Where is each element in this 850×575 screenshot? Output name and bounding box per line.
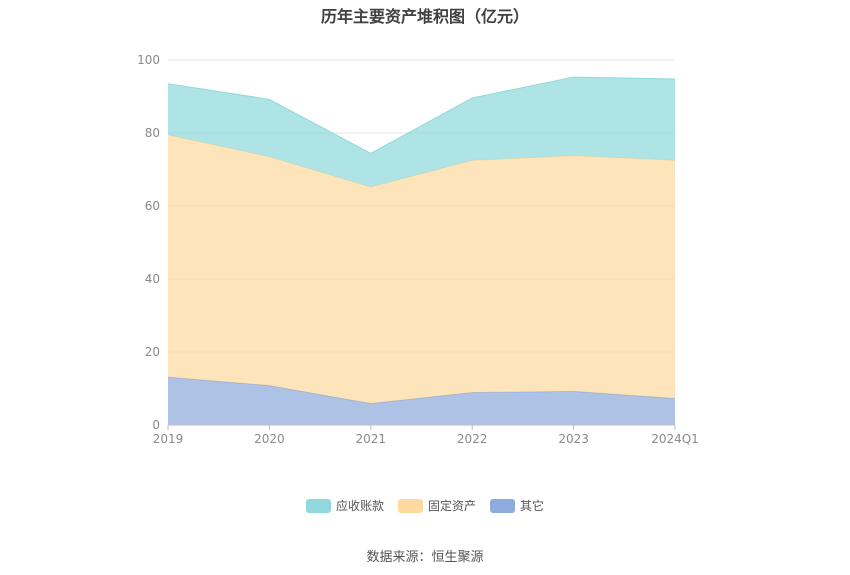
x-tick-label: 2022 xyxy=(457,432,488,446)
area-series-1 xyxy=(168,134,675,404)
area-series-0 xyxy=(168,377,675,425)
y-tick-label: 80 xyxy=(145,126,160,140)
legend: 应收账款 固定资产 其它 xyxy=(0,497,850,514)
x-tick-label: 2020 xyxy=(254,432,285,446)
y-tick-label: 20 xyxy=(145,345,160,359)
y-tick-label: 60 xyxy=(145,199,160,213)
y-tick-label: 40 xyxy=(145,272,160,286)
legend-label-other: 其它 xyxy=(520,499,545,513)
legend-swatch-receivables xyxy=(305,498,331,513)
legend-item-other[interactable]: 其它 xyxy=(490,497,544,514)
legend-label-fixed-assets: 固定资产 xyxy=(427,499,476,513)
legend-swatch-fixed-assets xyxy=(397,498,423,513)
legend-label-receivables: 应收账款 xyxy=(335,499,384,513)
y-tick-label: 0 xyxy=(152,418,160,432)
x-tick-label: 2024Q1 xyxy=(651,432,699,446)
x-tick-label: 2023 xyxy=(558,432,589,446)
y-tick-label: 100 xyxy=(137,53,160,67)
area-series-2 xyxy=(168,77,675,188)
legend-swatch-other xyxy=(490,498,515,513)
area-edge-series-2 xyxy=(167,76,676,155)
x-tick-label: 2021 xyxy=(356,432,387,446)
chart-title: 历年主要资产堆积图（亿元） xyxy=(320,7,529,26)
legend-item-receivables[interactable]: 应收账款 xyxy=(305,497,384,514)
data-source: 数据来源：恒生聚源 xyxy=(366,550,484,565)
legend-item-fixed-assets[interactable]: 固定资产 xyxy=(397,497,476,514)
x-tick-label: 2019 xyxy=(153,432,184,446)
